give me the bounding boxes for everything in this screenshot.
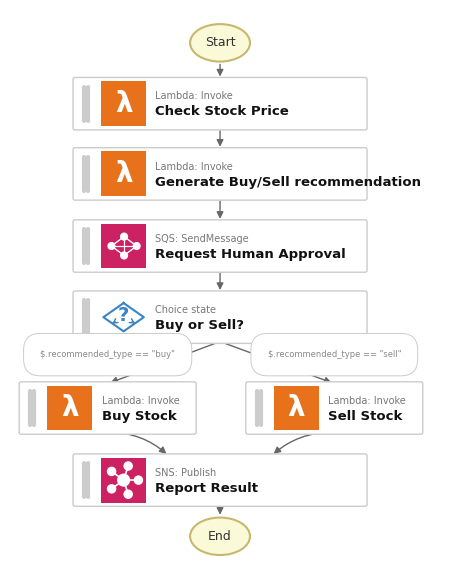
Text: ?: ? <box>118 306 129 325</box>
Text: Check Stock Price: Check Stock Price <box>155 106 289 119</box>
FancyBboxPatch shape <box>73 77 367 130</box>
FancyBboxPatch shape <box>246 382 423 434</box>
Circle shape <box>121 252 128 259</box>
Text: λ: λ <box>115 160 132 188</box>
Text: End: End <box>208 530 232 543</box>
Text: Generate Buy/Sell recommendation: Generate Buy/Sell recommendation <box>155 175 422 189</box>
Circle shape <box>108 243 115 249</box>
Circle shape <box>133 243 140 249</box>
Text: $.recommended_type == "buy": $.recommended_type == "buy" <box>40 350 175 359</box>
Polygon shape <box>103 303 144 331</box>
Text: Buy Stock: Buy Stock <box>102 410 176 423</box>
Text: Choice state: Choice state <box>155 305 217 315</box>
Text: Request Human Approval: Request Human Approval <box>155 248 346 261</box>
FancyBboxPatch shape <box>274 386 319 431</box>
FancyBboxPatch shape <box>101 224 146 268</box>
Text: Report Result: Report Result <box>155 482 259 495</box>
FancyBboxPatch shape <box>101 458 146 503</box>
FancyBboxPatch shape <box>73 454 367 506</box>
Text: Lambda: Invoke: Lambda: Invoke <box>102 396 179 406</box>
Text: Buy or Sell?: Buy or Sell? <box>155 319 244 332</box>
Ellipse shape <box>190 24 250 62</box>
Circle shape <box>121 233 128 240</box>
Circle shape <box>118 474 130 486</box>
Text: Lambda: Invoke: Lambda: Invoke <box>155 91 233 102</box>
FancyBboxPatch shape <box>47 386 92 431</box>
Text: λ: λ <box>115 89 132 118</box>
Text: λ: λ <box>288 394 305 422</box>
Ellipse shape <box>190 518 250 555</box>
FancyBboxPatch shape <box>101 152 146 196</box>
Circle shape <box>124 462 132 470</box>
Circle shape <box>107 467 116 475</box>
FancyBboxPatch shape <box>101 81 146 126</box>
Text: Start: Start <box>205 37 236 49</box>
FancyBboxPatch shape <box>73 220 367 272</box>
Circle shape <box>107 485 116 493</box>
Text: SNS: Publish: SNS: Publish <box>155 468 217 478</box>
Text: Lambda: Invoke: Lambda: Invoke <box>328 396 406 406</box>
Text: $.recommended_type == "sell": $.recommended_type == "sell" <box>268 350 401 359</box>
Text: Sell Stock: Sell Stock <box>328 410 403 423</box>
Circle shape <box>124 490 132 498</box>
Text: λ: λ <box>61 394 79 422</box>
FancyBboxPatch shape <box>19 382 196 434</box>
FancyBboxPatch shape <box>73 148 367 200</box>
Text: SQS: SendMessage: SQS: SendMessage <box>155 234 249 243</box>
FancyBboxPatch shape <box>73 291 367 343</box>
Text: Lambda: Invoke: Lambda: Invoke <box>155 162 233 171</box>
Circle shape <box>134 476 142 484</box>
